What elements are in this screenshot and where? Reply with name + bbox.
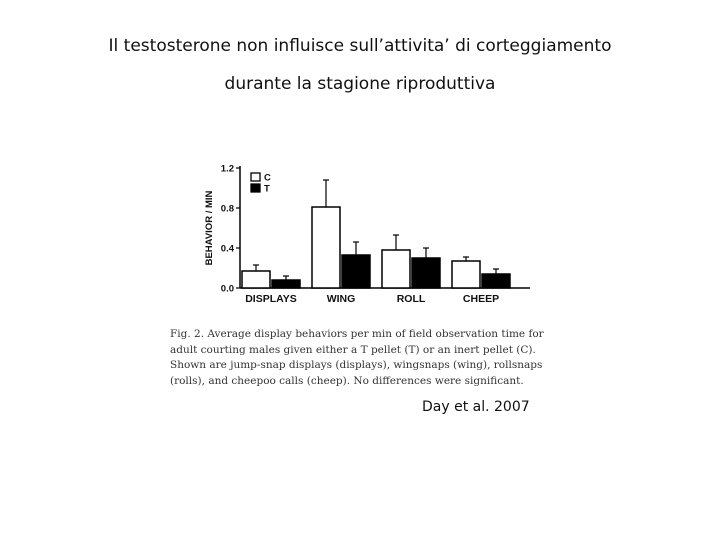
citation: Day et al. 2007 bbox=[422, 399, 530, 415]
bar-roll-t bbox=[411, 257, 441, 289]
x-tick-label: WING bbox=[327, 293, 356, 305]
bar-cheep-t bbox=[481, 273, 511, 289]
bar-cheep-c bbox=[451, 260, 481, 289]
y-axis-label: BEHAVIOR / MIN bbox=[204, 190, 215, 265]
legend-label-c: C bbox=[264, 173, 271, 184]
x-tick-label: DISPLAYS bbox=[245, 293, 297, 305]
bar-chart: 0.0 0.4 0.8 1.2 BEHAVIOR / MIN DISPLAYS WING RO… bbox=[204, 164, 530, 305]
bar-roll-c bbox=[381, 249, 411, 289]
slide-title-line-2: durante la stagione riproduttiva bbox=[224, 74, 496, 94]
y-tick-label: 0.0 bbox=[221, 284, 234, 295]
slide-title-line-1: Il testosterone non influisce sull’attiv… bbox=[108, 36, 612, 56]
bar-wing-t bbox=[341, 254, 371, 289]
figure-caption: Fig. 2. Average display behaviors per mi… bbox=[170, 328, 544, 387]
legend-swatch-c bbox=[250, 172, 261, 182]
x-tick-label: CHEEP bbox=[463, 293, 499, 305]
bar-displays-t bbox=[271, 279, 301, 289]
y-tick-label: 0.4 bbox=[221, 244, 235, 255]
x-tick-label: ROLL bbox=[397, 293, 426, 305]
bar-wing-c bbox=[311, 206, 341, 289]
y-tick-label: 0.8 bbox=[221, 204, 234, 215]
legend-label-t: T bbox=[264, 184, 270, 195]
y-tick-label: 1.2 bbox=[221, 164, 234, 175]
bar-displays-c bbox=[241, 270, 271, 289]
legend-swatch-t bbox=[250, 183, 261, 193]
